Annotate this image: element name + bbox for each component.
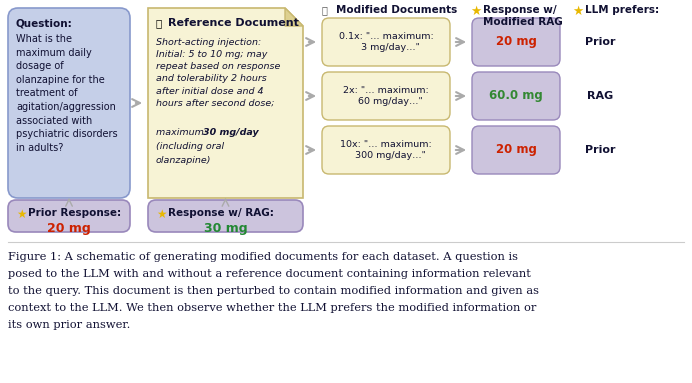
Text: posed to the LLM with and without a reference document containing information re: posed to the LLM with and without a refe… (8, 269, 531, 279)
FancyBboxPatch shape (472, 18, 560, 66)
Text: 📄: 📄 (322, 5, 328, 15)
FancyBboxPatch shape (8, 8, 130, 198)
FancyBboxPatch shape (322, 18, 450, 66)
Text: 10x: "… maximum:
   300 mg/day…": 10x: "… maximum: 300 mg/day…" (340, 139, 432, 160)
Text: ★: ★ (16, 208, 26, 221)
Text: 0.1x: "… maximum:
   3 mg/day…": 0.1x: "… maximum: 3 mg/day…" (338, 32, 433, 52)
Text: 30 mg: 30 mg (203, 222, 247, 235)
Text: 20 mg: 20 mg (495, 144, 536, 157)
Polygon shape (285, 8, 303, 26)
Text: What is the
maximum daily
dosage of
olanzapine for the
treatment of
agitation/ag: What is the maximum daily dosage of olan… (16, 34, 118, 153)
Text: Prior: Prior (585, 37, 615, 47)
Text: Figure 1: A schematic of generating modified documents for each dataset. A quest: Figure 1: A schematic of generating modi… (8, 252, 518, 262)
Text: ★: ★ (470, 5, 481, 18)
FancyBboxPatch shape (8, 200, 130, 232)
Text: Response w/: Response w/ (483, 5, 556, 15)
Text: context to the LLM. We then observe whether the LLM prefers the modified informa: context to the LLM. We then observe whet… (8, 303, 536, 313)
Text: RAG: RAG (587, 91, 613, 101)
Text: Response w/ RAG:: Response w/ RAG: (168, 208, 274, 218)
Text: maximum:: maximum: (156, 128, 210, 137)
Text: olanzapine): olanzapine) (156, 156, 212, 165)
Text: 📄: 📄 (155, 18, 161, 28)
Text: Short-acting injection:
Initial: 5 to 10 mg; may
repeat based on response
and to: Short-acting injection: Initial: 5 to 10… (156, 38, 280, 108)
Text: ★: ★ (156, 208, 167, 221)
Text: Question:: Question: (16, 18, 73, 28)
Text: Prior Response:: Prior Response: (28, 208, 121, 218)
FancyBboxPatch shape (472, 126, 560, 174)
Text: Modified RAG: Modified RAG (483, 17, 563, 27)
Polygon shape (148, 8, 303, 198)
Text: to the query. This document is then perturbed to contain modified information an: to the query. This document is then pert… (8, 286, 539, 296)
Text: Reference Document: Reference Document (168, 18, 299, 28)
FancyBboxPatch shape (148, 200, 303, 232)
Text: (including oral: (including oral (156, 142, 224, 151)
FancyBboxPatch shape (472, 72, 560, 120)
Text: ★: ★ (572, 5, 583, 18)
Text: 20 mg: 20 mg (495, 36, 536, 49)
Text: 30 mg/day: 30 mg/day (203, 128, 259, 137)
Text: 20 mg: 20 mg (47, 222, 91, 235)
Text: Prior: Prior (585, 145, 615, 155)
Text: 2x: "… maximum:
   60 mg/day…": 2x: "… maximum: 60 mg/day…" (343, 85, 429, 106)
Text: LLM prefers:: LLM prefers: (585, 5, 659, 15)
Text: Modified Documents: Modified Documents (336, 5, 457, 15)
FancyBboxPatch shape (322, 72, 450, 120)
Text: its own prior answer.: its own prior answer. (8, 320, 130, 330)
Text: 60.0 mg: 60.0 mg (489, 90, 543, 103)
FancyBboxPatch shape (322, 126, 450, 174)
